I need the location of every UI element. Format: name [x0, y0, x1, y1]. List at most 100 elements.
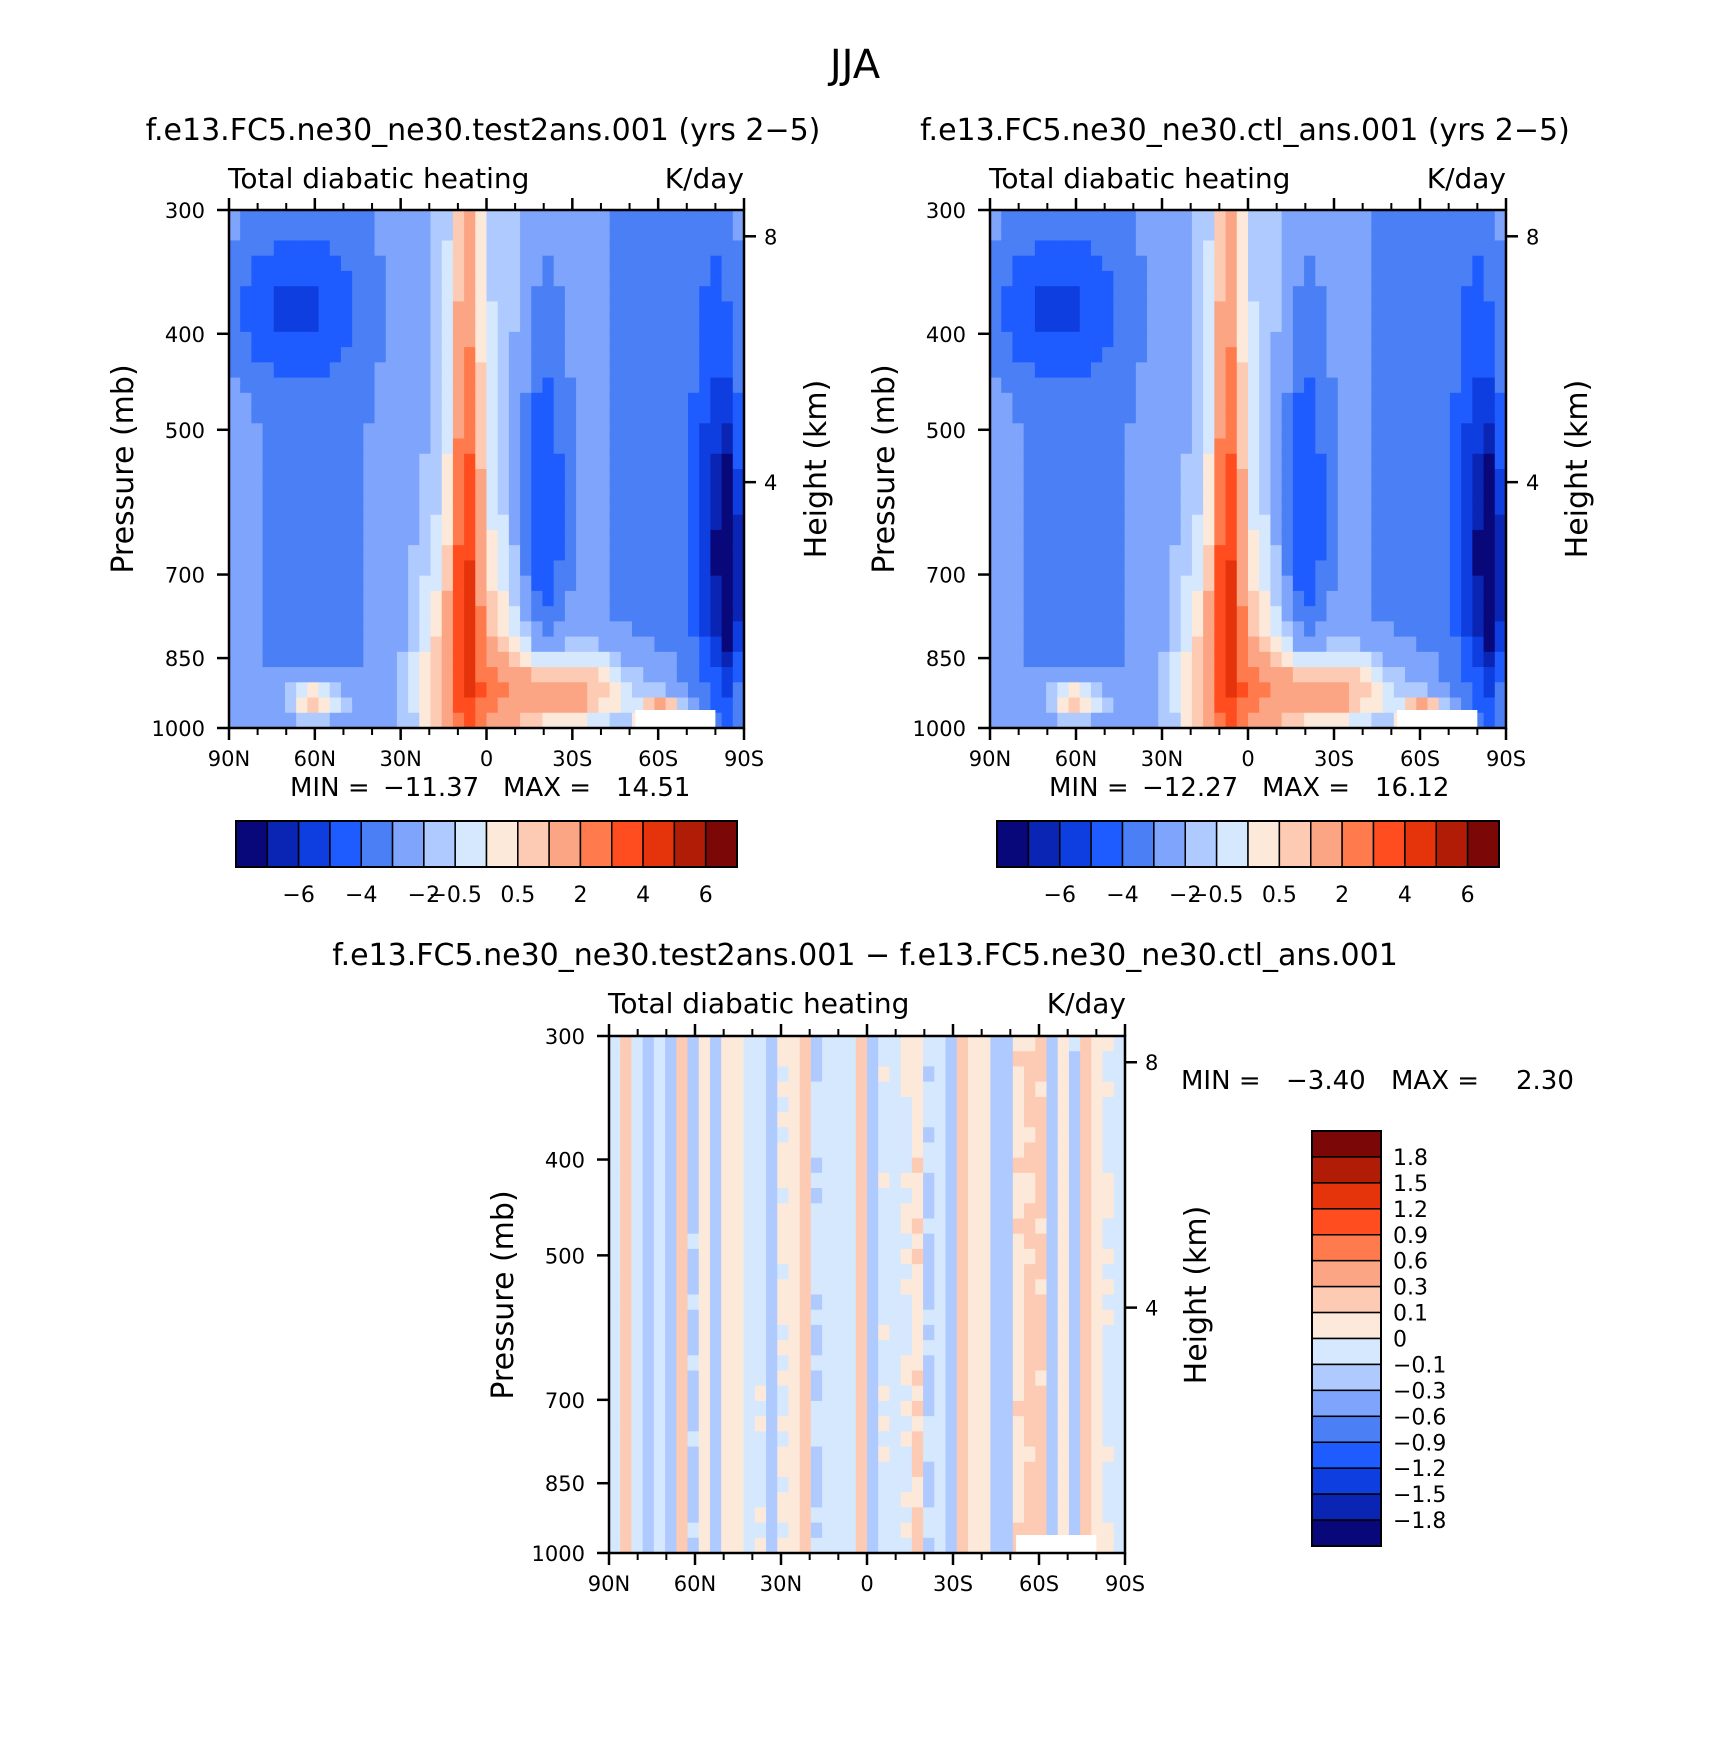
heatmap-cell: [273, 560, 286, 577]
heatmap-cell: [1068, 438, 1081, 455]
heatmap-cell: [620, 484, 633, 501]
heatmap-cell: [430, 347, 443, 363]
heatmap-cell: [1158, 316, 1171, 333]
heatmap-cell: [1046, 1431, 1059, 1448]
heatmap-cell: [396, 529, 409, 546]
heatmap-cell: [1169, 392, 1182, 409]
heatmap-cell: [374, 301, 387, 318]
heatmap-cell: [721, 1309, 733, 1326]
heatmap-cell: [1035, 1188, 1048, 1204]
heatmap-cell: [620, 347, 633, 363]
heatmap-cell: [822, 1400, 834, 1417]
heatmap-cell: [1124, 606, 1137, 622]
heatmap-cell: [1068, 1112, 1081, 1128]
heatmap-cell: [329, 697, 342, 714]
heatmap-cell: [1281, 621, 1294, 638]
heatmap-cell: [945, 1112, 958, 1128]
heatmap-cell: [464, 636, 476, 653]
heatmap-cell: [1001, 1157, 1014, 1174]
heatmap-cell: [363, 636, 376, 653]
heatmap-cell: [609, 484, 622, 501]
heatmap-cell: [497, 697, 510, 714]
heatmap-cell: [810, 1066, 823, 1083]
heatmap-cell: [967, 1324, 980, 1341]
heatmap-cell: [273, 606, 286, 622]
heatmap-cell: [676, 1142, 689, 1159]
heatmap-cell: [855, 1492, 868, 1508]
heatmap-cell: [642, 1492, 655, 1508]
heatmap-cell: [1057, 1309, 1070, 1326]
heatmap-cell: [1024, 1340, 1036, 1356]
heatmap-cell: [1158, 362, 1171, 379]
heatmap-cell: [654, 469, 667, 485]
heatmap-cell: [576, 392, 588, 409]
heatmap-cell: [486, 682, 499, 699]
heatmap-cell: [408, 301, 420, 318]
heatmap-cell: [1180, 377, 1193, 394]
heatmap-cell: [642, 1096, 655, 1113]
heatmap-cell: [709, 1507, 722, 1524]
heatmap-cell: [1225, 651, 1238, 668]
heatmap-cell: [464, 225, 476, 242]
heatmap-cell: [1292, 301, 1305, 318]
heatmap-cell: [822, 1537, 834, 1554]
heatmap-cell: [754, 1324, 767, 1341]
heatmap-cell: [251, 621, 264, 638]
heatmap-cell: [464, 210, 476, 226]
heatmap-cell: [1113, 301, 1126, 318]
heatmap-cell: [1001, 1492, 1014, 1508]
heatmap-cell: [1326, 469, 1339, 485]
heatmap-cell: [653, 1537, 666, 1554]
heatmap-cell: [665, 1188, 677, 1204]
heatmap-cell: [956, 1355, 969, 1372]
heatmap-cell: [1113, 1264, 1126, 1280]
heatmap-cell: [1046, 499, 1058, 516]
heatmap-cell: [822, 1507, 834, 1524]
heatmap-cell: [1068, 1400, 1081, 1417]
heatmap-cell: [990, 1279, 1003, 1296]
heatmap-cell: [799, 1324, 812, 1341]
heatmap-cell: [710, 529, 723, 546]
heatmap-cell: [709, 1431, 722, 1448]
heatmap-cell: [374, 682, 387, 699]
heatmap-cell: [452, 667, 465, 683]
heatmap-cell: [934, 1112, 947, 1128]
heatmap-cell: [1225, 514, 1238, 531]
heatmap-cell: [688, 621, 700, 638]
heatmap-cell: [1191, 484, 1204, 501]
heatmap-cell: [542, 484, 555, 501]
heatmap-cell: [1281, 331, 1294, 348]
heatmap-cell: [844, 1203, 857, 1220]
heatmap-cell: [754, 1522, 767, 1539]
heatmap-cell: [732, 606, 745, 622]
heatmap-cell: [363, 316, 376, 333]
heatmap-cell: [934, 1370, 947, 1387]
heatmap-cell: [396, 438, 409, 455]
heatmap-cell: [1057, 453, 1070, 470]
heatmap-cell: [1024, 1461, 1036, 1478]
heatmap-cell: [1449, 469, 1462, 485]
heatmap-cell: [1034, 636, 1047, 653]
heatmap-cell: [1057, 667, 1070, 683]
heatmap-cell: [1113, 1446, 1126, 1463]
heatmap-cell: [1068, 575, 1081, 592]
heatmap-cell: [1001, 1416, 1014, 1432]
heatmap-cell: [576, 606, 588, 622]
heatmap-cell: [654, 423, 667, 440]
heatmap-cell: [653, 1476, 666, 1493]
heatmap-cell: [709, 1522, 722, 1539]
heatmap-cell: [1348, 651, 1361, 668]
heatmap-cell: [1001, 1476, 1014, 1493]
heatmap-cell: [676, 1279, 689, 1296]
heatmap-cell: [1001, 1264, 1014, 1280]
heatmap-cell: [709, 1081, 722, 1098]
heatmap-cell: [855, 1416, 868, 1432]
heatmap-cell: [318, 606, 331, 622]
heatmap-cell: [1248, 514, 1260, 531]
heatmap-cell: [598, 529, 611, 546]
heatmap-cell: [262, 590, 275, 607]
heatmap-cell: [632, 621, 644, 638]
heatmap-cell: [1135, 712, 1148, 729]
heatmap-cell: [967, 1400, 980, 1417]
heatmap-cell: [508, 362, 521, 379]
